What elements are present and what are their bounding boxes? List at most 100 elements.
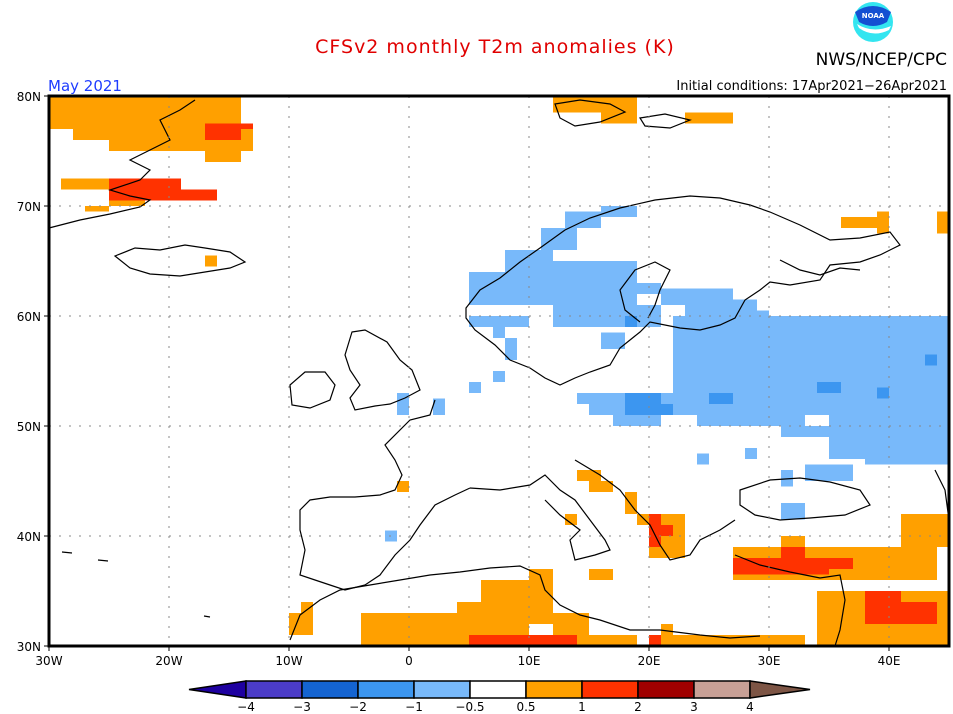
anomaly-cell-w1 — [877, 211, 889, 228]
lon-tick-label: 30W — [35, 654, 62, 668]
colorbar-label: −3 — [293, 700, 311, 714]
anomaly-cell-w1 — [397, 481, 409, 492]
anomaly-cell-w1 — [85, 206, 109, 212]
anomaly-cell-c1 — [733, 299, 757, 311]
anomaly-cell-c1 — [601, 206, 637, 217]
colorbar-arrow-low — [188, 680, 247, 699]
anomaly-cell-w1 — [205, 255, 217, 267]
coastline-caspian — [934, 469, 950, 521]
anomaly-cell-w2 — [109, 178, 181, 201]
anomaly-cell-c2 — [625, 393, 661, 415]
coastline-iceland — [113, 244, 247, 277]
anomaly-cell-w1 — [241, 129, 253, 151]
anomaly-cell-w1 — [565, 514, 577, 525]
anomaly-cell-c1 — [781, 503, 805, 520]
anomaly-cell-c1 — [397, 393, 409, 415]
anomaly-cell-w1 — [589, 569, 613, 580]
lon-tick-label: 0 — [405, 654, 413, 668]
lon-ticks: 30W 20W 10W 0 10E 20E 30E 40E — [35, 646, 900, 668]
anomaly-cell-c2 — [709, 393, 733, 404]
colorbar-bin — [469, 680, 527, 699]
anomaly-cell-c1 — [613, 415, 661, 426]
colorbar-label: 0.5 — [516, 700, 535, 714]
coastline-britain — [344, 329, 421, 411]
anomaly-cell-w2 — [661, 525, 673, 536]
anomaly-cell-c1 — [697, 453, 709, 465]
anomaly-cell-c1 — [697, 415, 805, 426]
colorbar-label: −0.5 — [455, 700, 484, 714]
colorbar-bin — [581, 680, 639, 699]
colorbar-bin — [301, 680, 359, 699]
anomaly-cell-w2 — [181, 189, 217, 201]
anomaly-cell-w1 — [589, 635, 637, 646]
anomaly-cell-w1 — [649, 635, 685, 646]
coastline-azores — [61, 551, 211, 618]
target-month: May 2021 — [48, 77, 122, 95]
anomaly-cell-c2 — [925, 354, 937, 366]
lat-tick-label: 50N — [17, 420, 41, 434]
anomaly-cell-c1 — [541, 228, 577, 250]
colorbar-label: −1 — [405, 700, 423, 714]
anomaly-cell-c1 — [781, 426, 841, 437]
anomaly-cell-c2 — [661, 404, 673, 415]
colorbar-bin — [525, 680, 583, 699]
anomaly-cell-w1 — [901, 514, 949, 547]
anomaly-cell-w1 — [73, 129, 241, 140]
anomaly-cell-w1 — [661, 624, 673, 635]
coastline-italy — [469, 474, 611, 561]
lon-tick-label: 10W — [275, 654, 302, 668]
initial-conditions: Initial conditions: 17Apr2021−26Apr2021 — [676, 79, 947, 94]
colorbar-bin — [413, 680, 471, 699]
colorbar: −4 −3 −2 −1 −0.5 0.5 1 2 3 4 — [188, 680, 811, 714]
colorbar-label: −2 — [349, 700, 367, 714]
anomaly-cell-w2 — [649, 635, 661, 646]
anomaly-cell-w1 — [109, 140, 241, 151]
anomaly-cell-w1 — [841, 217, 877, 228]
lon-tick-label: 10E — [518, 654, 541, 668]
anomaly-cell-c2 — [817, 382, 841, 393]
anomaly-cell-w2 — [805, 558, 853, 569]
coastline-france-iberia — [299, 399, 471, 591]
colorbar-label: −4 — [237, 700, 255, 714]
lat-tick-label: 70N — [17, 200, 41, 214]
coastline-ireland — [289, 371, 336, 409]
lat-tick-label: 60N — [17, 310, 41, 324]
anomaly-cell-c1 — [601, 332, 625, 349]
anomaly-cell-c1 — [469, 316, 529, 327]
anomaly-cell-c1 — [661, 288, 733, 305]
anomaly-cell-w2 — [469, 635, 577, 646]
colorbar-label: 1 — [578, 700, 586, 714]
lat-tick-label: 40N — [17, 530, 41, 544]
anomaly-cell-w1 — [109, 200, 145, 206]
colorbar-label: 4 — [746, 700, 754, 714]
anomaly-cell-w2 — [649, 514, 661, 547]
coastline-north-africa — [289, 565, 761, 641]
noaa-logo-text: NOAA — [862, 12, 885, 20]
colorbar-label: 3 — [690, 700, 698, 714]
coastline-black-sea — [739, 477, 871, 521]
anomaly-cell-w1 — [937, 211, 949, 234]
anomaly-cell-c1 — [493, 371, 505, 382]
anomaly-cell-c1 — [637, 283, 661, 294]
colorbar-bin — [357, 680, 415, 699]
anomaly-cell-c2 — [625, 316, 637, 327]
chart-title: CFSv2 monthly T2m anomalies (K) — [315, 36, 675, 58]
anomaly-cell-w2 — [865, 591, 901, 624]
colorbar-bin — [693, 680, 751, 699]
noaa-logo-icon: NOAA — [853, 2, 893, 42]
coastline-svalbard — [554, 99, 692, 129]
anomaly-cell-w1 — [685, 112, 733, 124]
coastline-gulf-of-bothnia — [619, 261, 671, 323]
anomaly-cell-c1 — [589, 404, 949, 415]
colorbar-arrow-high — [749, 680, 811, 699]
agency-label: NWS/NCEP/CPC — [815, 50, 947, 70]
anomaly-cell-c1 — [781, 470, 793, 487]
anomaly-cell-c1 — [565, 211, 601, 228]
anomaly-cell-c1 — [505, 338, 517, 360]
lon-tick-label: 20E — [638, 654, 661, 668]
coastline-white-sea — [779, 259, 861, 276]
map-frame — [47, 94, 951, 648]
coastline-balkans — [574, 459, 736, 561]
anomaly-cell-w1 — [205, 151, 241, 162]
